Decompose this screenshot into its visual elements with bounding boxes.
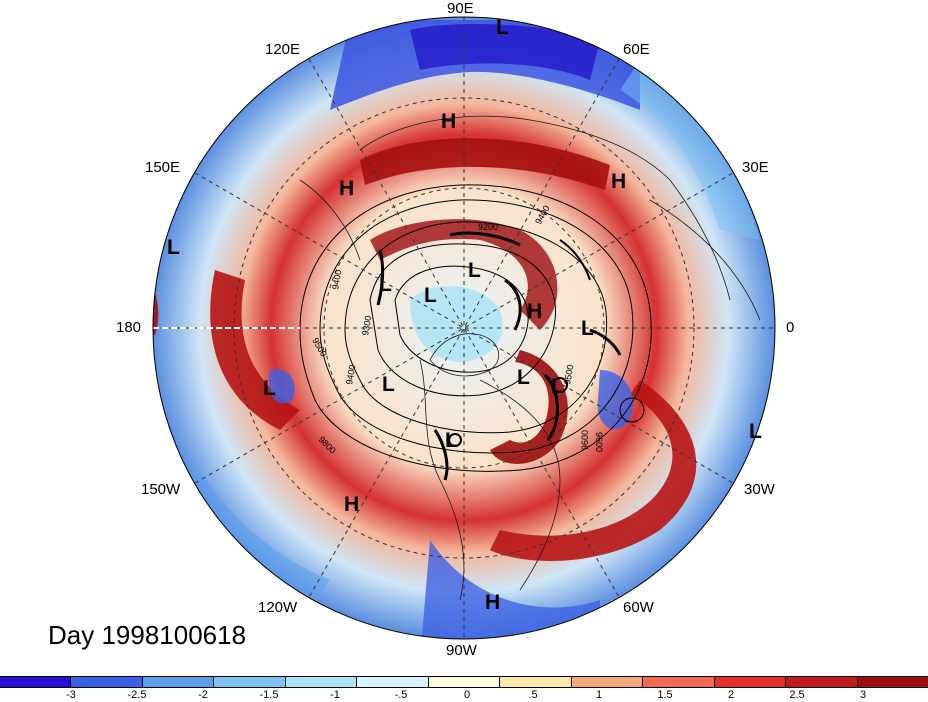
contour-label: 9600 (594, 432, 604, 452)
colorbar-tick-label: 2.5 (789, 689, 805, 701)
colorbar (0, 676, 928, 688)
lon-label-0: 0 (786, 319, 795, 336)
colorbar-tick-label: 2 (727, 689, 735, 701)
high-marker: H (441, 110, 457, 133)
contour-label: 9500 (562, 364, 575, 385)
low-marker: L (167, 236, 180, 259)
colorbar-tick-label: 0 (463, 689, 471, 701)
colorbar-ticks: -3 -2.5 -2 -1.5 -1 -.5 0 .5 1 1.5 2 2.5 3 (0, 689, 928, 702)
lon-label-90w: 90W (446, 642, 477, 659)
low-marker: L (382, 373, 395, 396)
colorbar-box (571, 677, 644, 687)
colorbar-box (214, 677, 286, 687)
low-marker: L (749, 420, 762, 443)
low-marker: L (468, 259, 481, 282)
contour-label: 9200 (478, 222, 498, 232)
colorbar-tick-label: 3 (859, 689, 867, 701)
colorbar-box (0, 677, 72, 687)
height-contours (299, 184, 652, 481)
map-boundary (152, 16, 776, 640)
lon-label-150e: 150E (145, 159, 181, 176)
lon-label-150w: 150W (141, 481, 181, 498)
high-marker: H (344, 493, 360, 516)
colorbar-box (357, 677, 429, 687)
lon-label-180: 180 (116, 319, 142, 336)
colorbar-tick-label: -.5 (394, 689, 408, 701)
colorbar-tick-label: 1 (595, 689, 603, 701)
contour-label: 9600 (580, 430, 590, 450)
colorbar-box (500, 677, 572, 687)
colorbar-box (714, 677, 787, 687)
high-marker: H (339, 177, 355, 200)
lon-label-120e: 120E (265, 41, 301, 58)
colorbar-tick-label: -2.5 (127, 689, 147, 701)
colorbar-tick-label: -3 (66, 689, 76, 701)
low-marker: L (496, 16, 509, 39)
colorbar-tick-label: -1.5 (259, 689, 279, 701)
low-marker: L (551, 375, 564, 398)
low-marker: L (424, 284, 437, 307)
day-label: Day 1998100618 (48, 620, 247, 650)
colorbar-box (857, 677, 928, 687)
colorbar-tick-label: 1.5 (657, 689, 673, 701)
colorbar-tick-label: -1 (330, 689, 340, 701)
colorbar-box (71, 677, 143, 687)
colorbar-box (786, 677, 858, 687)
lon-label-60e: 60E (623, 41, 650, 58)
high-marker: H (527, 300, 543, 323)
lon-label-60w: 60W (623, 599, 654, 616)
contour-label: 9400 (330, 269, 343, 290)
high-marker: H (485, 591, 501, 614)
low-marker: L (581, 317, 594, 340)
low-marker: L (445, 429, 458, 452)
low-marker: L (263, 377, 276, 400)
lon-label-30w: 30W (744, 481, 775, 498)
lon-label-90e: 90E (447, 0, 474, 17)
colorbar-box (643, 677, 715, 687)
colorbar-box (285, 677, 358, 687)
low-marker: L (517, 366, 530, 389)
low-marker: L (379, 273, 392, 296)
lon-label-120w: 120W (258, 599, 298, 616)
colorbar-box (142, 677, 215, 687)
high-marker: H (611, 170, 627, 193)
contour-label: 9300 (360, 315, 373, 336)
colorbar-box (428, 677, 501, 687)
field-shading (153, 17, 775, 639)
lon-label-30e: 30E (742, 159, 769, 176)
colorbar-tick-label: .5 (528, 689, 538, 701)
colorbar-tick-label: -2 (198, 689, 208, 701)
contour-label: 9400 (344, 364, 357, 385)
